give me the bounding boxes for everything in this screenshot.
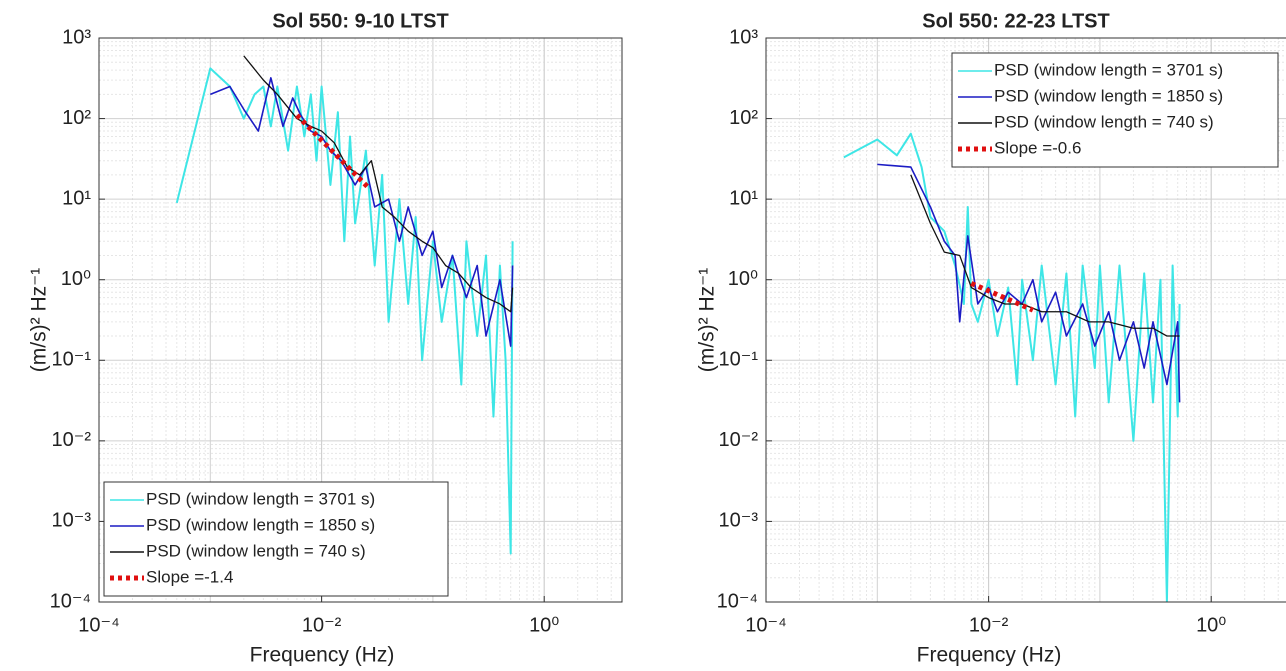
series-line xyxy=(175,67,514,555)
legend: PSD (window length = 3701 s) PSD (window … xyxy=(951,52,1279,168)
chart-title: Sol 550: 22-23 LTST xyxy=(922,10,1109,32)
series-group xyxy=(175,55,514,555)
y-tick-label: 10⁻³ xyxy=(719,510,759,532)
x-tick-label: 10⁻⁴ xyxy=(78,614,119,636)
y-tick-label: 10² xyxy=(729,107,758,129)
x-tick-label: 10⁻² xyxy=(302,614,342,636)
legend-box xyxy=(103,481,449,597)
chart-title: Sol 550: 9-10 LTST xyxy=(272,10,448,32)
subplot: 10⁻⁴ 10⁻³ 10⁻² 10⁻¹ 10⁰ 10¹ 10² 10³ 10⁻⁴ 10⁻² 10⁰ S… xyxy=(696,10,1286,667)
y-tick-label: 10³ xyxy=(729,26,758,48)
y-tick-label: 10³ xyxy=(62,26,91,48)
axes-box xyxy=(98,37,623,603)
series-line xyxy=(295,113,372,191)
y-axis-label: (m/s)² Hz⁻¹ xyxy=(28,268,51,372)
y-tick-label: 10⁻¹ xyxy=(52,349,92,371)
legend-label: Slope =-0.6 xyxy=(994,138,1081,157)
legend-label: Slope =-1.4 xyxy=(146,567,233,586)
x-tick-label: 10⁰ xyxy=(1196,614,1226,636)
legend-label: PSD (window length = 1850 s) xyxy=(994,86,1223,105)
legend-label: PSD (window length = 740 s) xyxy=(146,541,366,560)
subplot: 10⁻⁴ 10⁻³ 10⁻² 10⁻¹ 10⁰ 10¹ 10² 10³ 10⁻⁴ 10⁻² 10⁰ S… xyxy=(28,10,623,667)
series-line xyxy=(970,281,1034,313)
x-axis-label: Frequency (Hz) xyxy=(250,644,395,667)
legend-label: PSD (window length = 740 s) xyxy=(994,112,1214,131)
legend: PSD (window length = 3701 s) PSD (window … xyxy=(103,481,449,597)
y-tick-label: 10² xyxy=(62,107,91,129)
y-tick-label: 10¹ xyxy=(729,187,758,209)
series-line xyxy=(843,132,1181,602)
legend-label: PSD (window length = 1850 s) xyxy=(146,515,375,534)
axes-box xyxy=(765,37,1286,603)
x-tick-label: 10⁻² xyxy=(969,614,1009,636)
legend-label: PSD (window length = 3701 s) xyxy=(994,60,1223,79)
series-line xyxy=(210,77,514,347)
y-tick-label: 10⁻⁴ xyxy=(717,590,758,612)
y-tick-label: 10⁰ xyxy=(728,268,758,290)
legend-label: PSD (window length = 3701 s) xyxy=(146,489,375,508)
series-line xyxy=(877,163,1181,403)
y-tick-label: 10⁻² xyxy=(52,429,92,451)
y-tick-label: 10⁻¹ xyxy=(719,349,759,371)
legend-box xyxy=(951,52,1279,168)
y-tick-label: 10¹ xyxy=(62,187,91,209)
y-tick-label: 10⁻³ xyxy=(52,510,92,532)
y-axis-label: (m/s)² Hz⁻¹ xyxy=(696,268,719,372)
y-tick-label: 10⁻² xyxy=(719,429,759,451)
y-tick-label: 10⁻⁴ xyxy=(50,590,91,612)
series-group xyxy=(843,132,1181,602)
y-tick-label: 10⁰ xyxy=(61,268,91,290)
x-axis-label: Frequency (Hz) xyxy=(917,644,1062,667)
x-tick-label: 10⁰ xyxy=(529,614,559,636)
x-tick-label: 10⁻⁴ xyxy=(745,614,786,636)
